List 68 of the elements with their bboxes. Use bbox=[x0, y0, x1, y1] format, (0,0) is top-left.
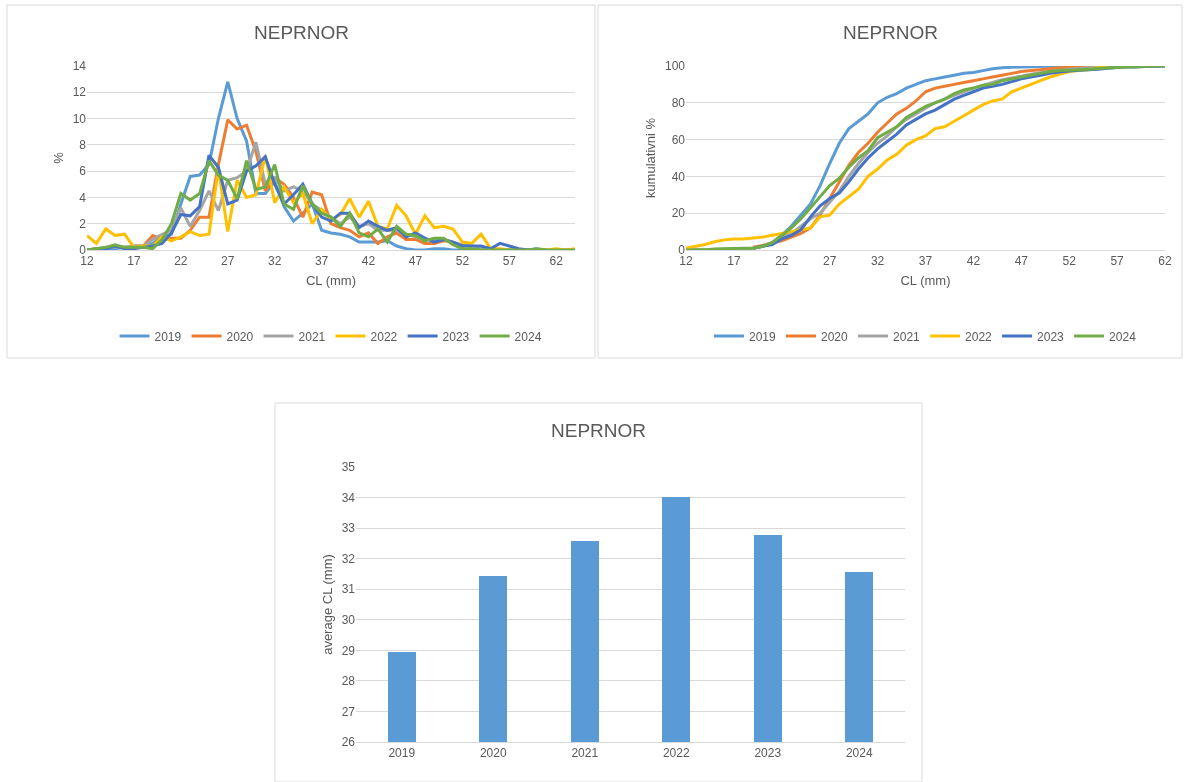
x-tick-label: 2020 bbox=[479, 746, 507, 761]
legend-label: 2021 bbox=[298, 329, 326, 344]
x-tick-label: 37 bbox=[314, 254, 329, 269]
x-axis-title: CL (mm) bbox=[900, 273, 951, 288]
x-tick-label: 57 bbox=[502, 254, 517, 269]
x-tick-label: 52 bbox=[455, 254, 470, 269]
x-tick-label: 2021 bbox=[571, 746, 599, 761]
x-tick-label: 27 bbox=[823, 254, 837, 269]
y-tick-label: 27 bbox=[341, 704, 356, 719]
chart-title: NEPRNOR bbox=[254, 22, 350, 43]
legend-label: 2019 bbox=[154, 329, 182, 344]
legend-label: 2020 bbox=[821, 329, 849, 344]
x-tick-label: 47 bbox=[408, 254, 423, 269]
x-tick-label: 27 bbox=[221, 254, 235, 269]
y-tick-label: 40 bbox=[671, 169, 686, 184]
x-tick-label: 52 bbox=[1062, 254, 1077, 269]
y-tick-label: 10 bbox=[72, 111, 87, 126]
y-tick-label: 30 bbox=[341, 612, 356, 627]
x-tick-label: 32 bbox=[268, 254, 282, 269]
y-tick-label: 12 bbox=[72, 85, 87, 100]
y-tick-label: 35 bbox=[341, 460, 356, 475]
y-tick-label: 20 bbox=[671, 206, 686, 221]
legend-label: 2022 bbox=[370, 329, 398, 344]
x-axis-title: CL (mm) bbox=[305, 273, 357, 288]
chart-title: NEPRNOR bbox=[843, 22, 939, 43]
y-tick-label: 29 bbox=[341, 643, 356, 658]
y-tick-label: 32 bbox=[341, 551, 356, 566]
legend-label: 2023 bbox=[1037, 329, 1065, 344]
y-tick-label: 26 bbox=[341, 735, 356, 750]
legend-label: 2021 bbox=[893, 329, 921, 344]
y-axis-title: % bbox=[50, 151, 66, 164]
y-tick-label: 28 bbox=[341, 674, 356, 689]
legend-label: 2023 bbox=[442, 329, 470, 344]
y-tick-label: 33 bbox=[341, 521, 356, 536]
x-tick-label: 57 bbox=[1110, 254, 1125, 269]
x-tick-label: 62 bbox=[1158, 254, 1172, 269]
y-tick-label: 14 bbox=[72, 59, 87, 74]
y-tick-label: 8 bbox=[79, 138, 87, 153]
y-tick-label: 31 bbox=[341, 582, 356, 597]
y-tick-label: 4 bbox=[79, 190, 87, 205]
legend-label: 2022 bbox=[965, 329, 993, 344]
legend-label: 2019 bbox=[749, 329, 777, 344]
x-tick-label: 22 bbox=[775, 254, 789, 269]
x-tick-label: 37 bbox=[918, 254, 933, 269]
x-tick-label: 17 bbox=[127, 254, 141, 269]
x-tick-label: 62 bbox=[549, 254, 564, 269]
x-tick-label: 2019 bbox=[388, 746, 416, 761]
y-tick-label: 60 bbox=[671, 132, 686, 147]
y-tick-label: 34 bbox=[341, 490, 356, 505]
x-tick-label: 17 bbox=[727, 254, 741, 269]
legend-label: 2020 bbox=[226, 329, 254, 344]
legend-label: 2024 bbox=[1109, 329, 1137, 344]
x-tick-label: 42 bbox=[361, 254, 376, 269]
chart-title: NEPRNOR bbox=[551, 420, 647, 441]
x-tick-label: 2022 bbox=[662, 746, 690, 761]
y-tick-label: 6 bbox=[79, 164, 87, 179]
y-axis-title: kumulativni % bbox=[642, 117, 658, 199]
y-tick-label: 2 bbox=[79, 216, 87, 231]
legend-label: 2024 bbox=[514, 329, 542, 344]
x-tick-label: 2023 bbox=[754, 746, 782, 761]
y-tick-label: 100 bbox=[664, 59, 686, 74]
y-axis-title: average CL (mm) bbox=[319, 554, 335, 655]
x-tick-label: 2024 bbox=[845, 746, 873, 761]
x-tick-label: 47 bbox=[1014, 254, 1029, 269]
y-tick-label: 80 bbox=[671, 96, 686, 110]
x-tick-label: 32 bbox=[870, 254, 885, 269]
x-tick-label: 42 bbox=[966, 254, 981, 269]
x-tick-label: 22 bbox=[174, 254, 188, 269]
